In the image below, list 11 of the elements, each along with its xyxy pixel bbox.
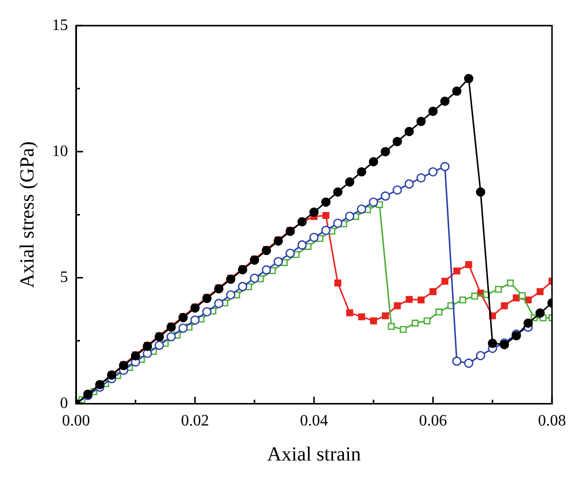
x-tick-label: 0.00 [62, 412, 90, 430]
y-tick-label: 10 [52, 142, 68, 160]
y-tick-label: 5 [60, 268, 68, 286]
x-tick-label: 0.06 [419, 412, 447, 430]
y-tick-label: 0 [60, 395, 68, 412]
x-tick-label: 0.04 [300, 412, 328, 430]
x-axis-title: Axial strain [267, 443, 361, 466]
x-tick-label: 0.02 [181, 412, 209, 430]
y-axis-title: Axial stress (GPa) [16, 141, 38, 288]
y-tick-label: 15 [52, 16, 68, 34]
x-tick-label: 0.08 [538, 412, 566, 430]
